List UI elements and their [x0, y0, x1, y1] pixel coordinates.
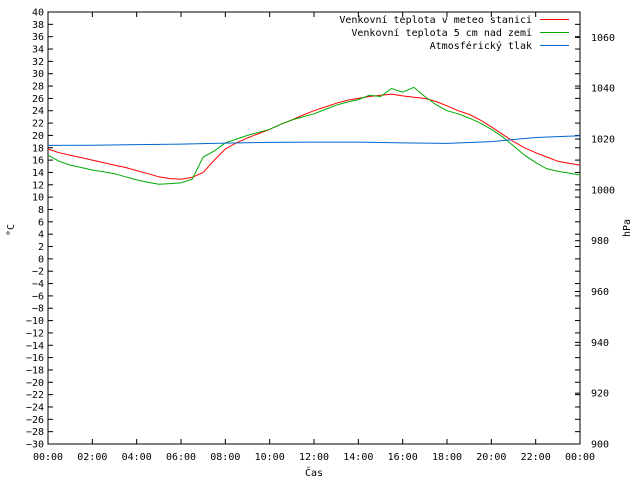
x-tick-label: 18:00 [432, 452, 462, 463]
y-tick-label: −18 [26, 365, 44, 376]
y-tick-label: 4 [38, 230, 44, 241]
x-tick-label: 12:00 [299, 452, 329, 463]
y-tick-label: −30 [26, 440, 44, 451]
legend-label: Venkovní teplota v meteo stanici [339, 14, 532, 26]
legend: Venkovní teplota v meteo staniciVenkovní… [339, 14, 569, 52]
x-tick-label: 16:00 [388, 452, 418, 463]
y-tick-label: −24 [26, 402, 44, 413]
y-tick-label: −14 [26, 341, 44, 352]
y-tick-label: −16 [26, 353, 44, 364]
x-tick-label: 22:00 [521, 452, 551, 463]
y-tick-label: 0 [38, 254, 44, 265]
right-axis-ticks: 1060 1040 1020 1000 980 960 940 920 900 [575, 33, 615, 451]
y2-tick-label: 1060 [591, 33, 615, 44]
y-tick-label: 12 [32, 180, 44, 191]
y-tick-label: −26 [26, 415, 44, 426]
y-tick-label: −10 [26, 316, 44, 327]
y-tick-label: 20 [32, 131, 44, 142]
series-line-0 [47, 93, 581, 180]
y-tick-label: 14 [32, 168, 44, 179]
plot-frame [47, 11, 581, 445]
y2-tick-label: 1020 [591, 135, 615, 146]
x-tick-label: 00:00 [33, 452, 63, 463]
x-tick-label: 02:00 [77, 452, 107, 463]
y-tick-label: 34 [32, 45, 44, 56]
y-tick-label: 28 [32, 82, 44, 93]
series-line-2 [47, 135, 581, 146]
left-axis-ticks: 4038363432302826242220181614121086420−2−… [26, 8, 580, 451]
y-tick-label: −8 [32, 304, 44, 315]
y-tick-label: 38 [32, 20, 44, 31]
y-tick-label: 2 [38, 242, 44, 253]
x-tick-label: 10:00 [255, 452, 285, 463]
legend-label: Atmosférický tlak [430, 40, 532, 52]
y-tick-label: −12 [26, 328, 44, 339]
y-tick-label: −6 [32, 291, 44, 302]
x-tick-label: 20:00 [476, 452, 506, 463]
y2-tick-label: 920 [591, 389, 609, 400]
y2-tick-label: 1040 [591, 84, 615, 95]
y2-tick-label: 940 [591, 338, 609, 349]
legend-label: Venkovní teplota 5 cm nad zemí [351, 27, 532, 39]
y-tick-label: 8 [38, 205, 44, 216]
y2-tick-label: 980 [591, 236, 609, 247]
x-tick-label: 00:00 [565, 452, 595, 463]
y-tick-label: −20 [26, 378, 44, 389]
y-tick-label: 26 [32, 94, 44, 105]
x-tick-label: 06:00 [166, 452, 196, 463]
y-tick-label: 24 [32, 106, 44, 117]
y-axis-label: °C [6, 224, 17, 236]
series-line-1 [47, 86, 581, 185]
y-tick-label: 16 [32, 156, 44, 167]
series-lines [47, 86, 581, 185]
y-tick-label: 22 [32, 119, 44, 130]
y2-tick-label: 960 [591, 287, 609, 298]
x-axis-ticks: 00:00 02:00 04:00 06:00 08:00 10:00 12:00 14:00… [33, 12, 595, 463]
x-tick-label: 04:00 [122, 452, 152, 463]
y-tick-label: −28 [26, 427, 44, 438]
y-tick-label: 30 [32, 69, 44, 80]
y-tick-label: 36 [32, 32, 44, 43]
y-tick-label: 18 [32, 143, 44, 154]
y-tick-label: 6 [38, 217, 44, 228]
y-tick-label: −2 [32, 267, 44, 278]
y-tick-label: −4 [32, 279, 44, 290]
x-tick-label: 08:00 [210, 452, 240, 463]
y2-tick-label: 1000 [591, 185, 615, 196]
y2-axis-label: hPa [622, 219, 633, 237]
y-tick-label: 40 [32, 8, 44, 19]
x-axis-label: Čas [305, 466, 323, 479]
y2-tick-label: 900 [591, 440, 609, 451]
y-tick-label: −22 [26, 390, 44, 401]
y-tick-label: 10 [32, 193, 44, 204]
x-tick-label: 14:00 [343, 452, 373, 463]
y-tick-label: 32 [32, 57, 44, 68]
